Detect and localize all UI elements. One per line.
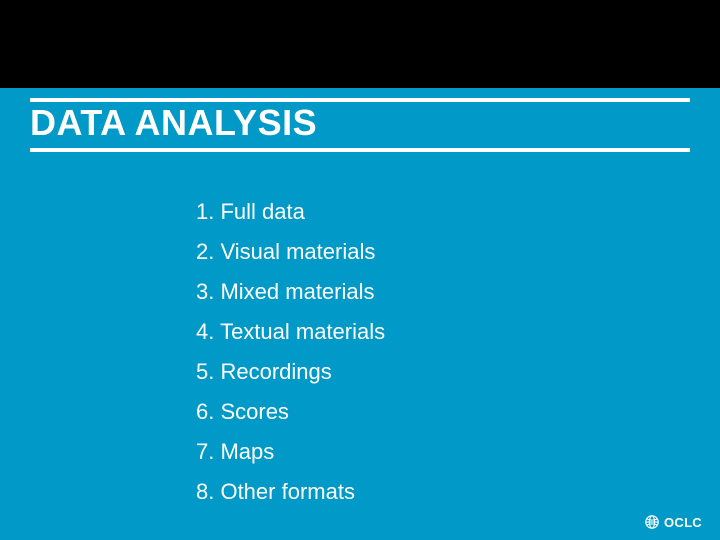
list-item: 7. Maps xyxy=(196,432,385,472)
top-black-band xyxy=(0,0,720,88)
list-item: 4. Textual materials xyxy=(196,312,385,352)
slide-title: DATA ANALYSIS xyxy=(30,102,690,148)
title-rule-bottom xyxy=(30,148,690,152)
title-block: DATA ANALYSIS xyxy=(30,98,690,152)
list-item: 8. Other formats xyxy=(196,472,385,512)
list-item: 3. Mixed materials xyxy=(196,272,385,312)
logo-text: OCLC xyxy=(664,515,702,530)
content-list: 1. Full data 2. Visual materials 3. Mixe… xyxy=(196,192,385,512)
list-item: 1. Full data xyxy=(196,192,385,232)
list-item: 5. Recordings xyxy=(196,352,385,392)
oclc-logo: OCLC xyxy=(644,514,702,530)
list-item: 2. Visual materials xyxy=(196,232,385,272)
list-item: 6. Scores xyxy=(196,392,385,432)
globe-icon xyxy=(644,514,660,530)
slide: DATA ANALYSIS 1. Full data 2. Visual mat… xyxy=(0,0,720,540)
